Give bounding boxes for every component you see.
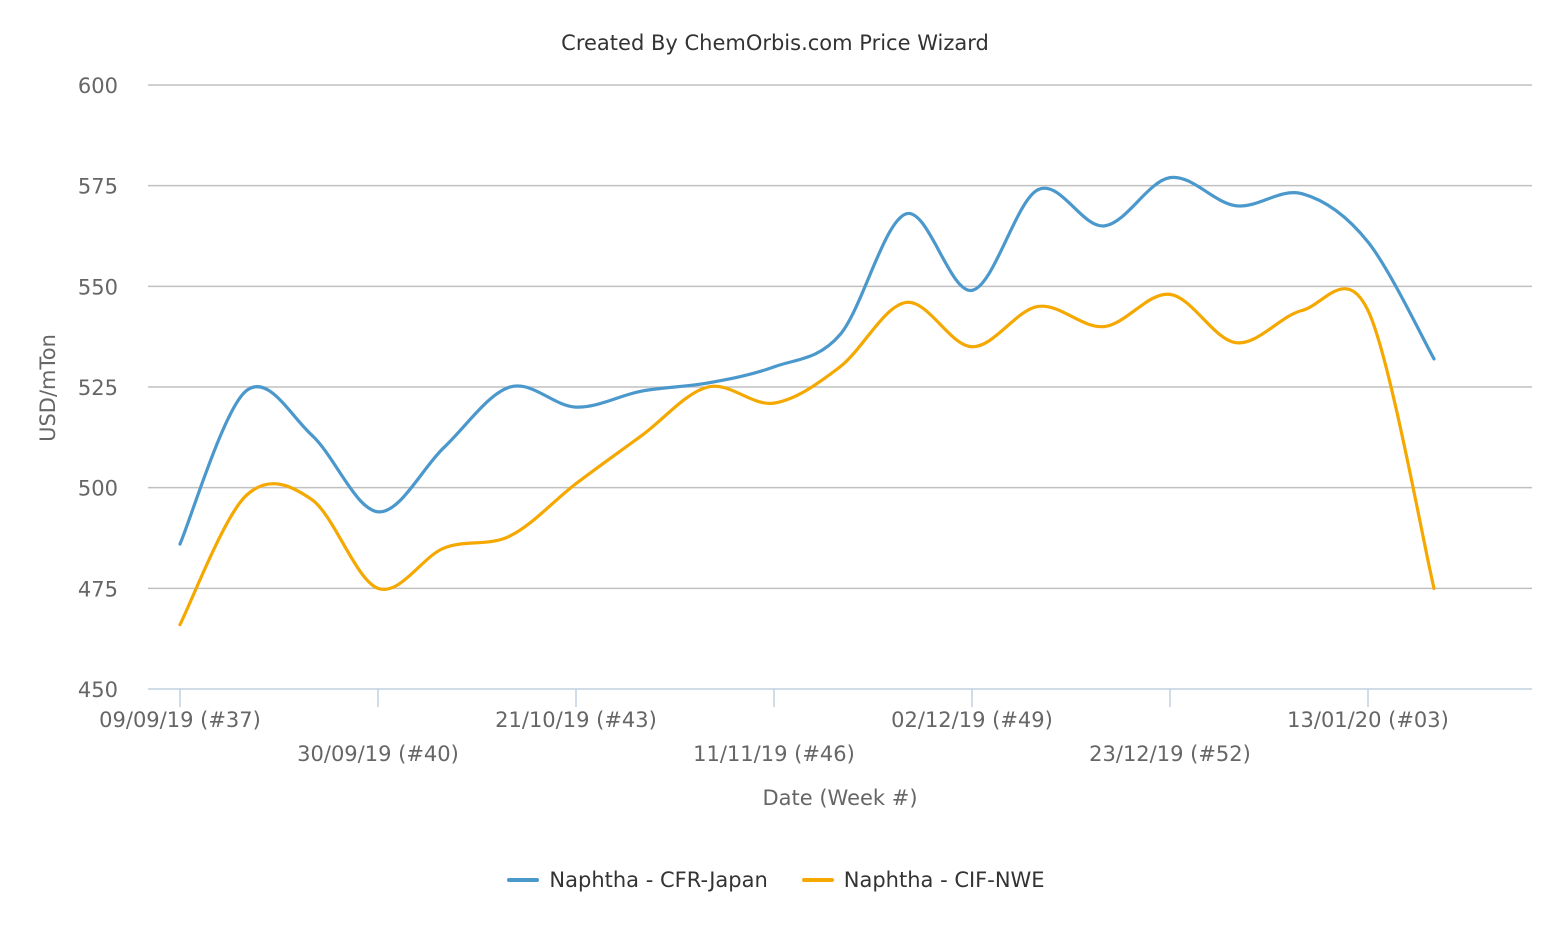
data-point	[1102, 325, 1106, 329]
chart-title: Created By ChemOrbis.com Price Wizard	[561, 31, 989, 55]
data-point	[706, 385, 710, 389]
y-tick-label: 500	[78, 477, 118, 501]
data-point	[1234, 341, 1238, 345]
y-tick-label: 575	[78, 175, 118, 199]
data-point	[508, 385, 512, 389]
data-point	[508, 534, 512, 538]
series-line-cfr-japan	[178, 176, 1436, 546]
data-point	[1366, 240, 1370, 244]
data-point	[640, 433, 644, 437]
data-point	[310, 433, 314, 437]
x-tick-label: 11/11/19 (#46)	[693, 742, 855, 766]
x-axis-title: Date (Week #)	[762, 786, 917, 810]
data-point	[1432, 586, 1436, 590]
data-point	[1300, 308, 1304, 312]
series	[178, 176, 1436, 627]
data-point	[1102, 224, 1106, 228]
data-point	[838, 365, 842, 369]
legend-swatch-cfr-japan	[507, 878, 540, 882]
data-point	[772, 401, 776, 405]
data-point	[376, 510, 380, 514]
data-point	[1036, 304, 1040, 308]
y-tick-label: 475	[78, 577, 118, 601]
data-point	[1036, 188, 1040, 192]
legend-label-cfr-japan: Naphtha - CFR-Japan	[549, 868, 768, 892]
data-point	[178, 542, 182, 546]
legend-item-cif-nwe[interactable]: Naphtha - CIF-NWE	[801, 868, 1045, 892]
y-tick-label: 600	[78, 74, 118, 98]
data-point	[178, 623, 182, 627]
data-point	[772, 365, 776, 369]
data-point	[244, 389, 248, 393]
data-point	[1168, 292, 1172, 296]
data-point	[1432, 357, 1436, 361]
data-point	[574, 482, 578, 486]
series-group	[178, 287, 1436, 627]
data-point	[442, 546, 446, 550]
y-tick-label: 450	[78, 678, 118, 702]
x-tick-label: 13/01/20 (#03)	[1287, 708, 1449, 732]
data-point	[838, 333, 842, 337]
data-point	[1234, 204, 1238, 208]
x-tick-label: 02/12/19 (#49)	[891, 708, 1053, 732]
grid	[148, 84, 1532, 590]
legend-label-cif-nwe: Naphtha - CIF-NWE	[843, 868, 1045, 892]
data-point	[310, 498, 314, 502]
x-tick-label: 30/09/19 (#40)	[297, 742, 459, 766]
data-point	[376, 586, 380, 590]
data-point	[970, 345, 974, 349]
data-point	[244, 494, 248, 498]
data-point	[640, 389, 644, 393]
data-point	[1300, 192, 1304, 196]
data-point	[574, 405, 578, 409]
y-tick-label: 525	[78, 376, 118, 400]
y-tick-label: 550	[78, 275, 118, 299]
y-axis-title: USD/mTon	[36, 334, 60, 442]
legend-item-cfr-japan[interactable]: Naphtha - CFR-Japan	[507, 868, 768, 892]
legend-swatch-cif-nwe	[801, 878, 834, 882]
data-point	[904, 212, 908, 216]
legend: Naphtha - CFR-Japan Naphtha - CIF-NWE	[0, 868, 1552, 892]
x-tick-label: 23/12/19 (#52)	[1089, 742, 1251, 766]
x-axis: 09/09/19 (#37) 30/09/19 (#40) 21/10/19 (#4…	[99, 688, 1532, 766]
y-axis: 450 475 500 525 550 575 600	[78, 74, 118, 702]
data-point	[706, 381, 710, 385]
data-point	[1366, 308, 1370, 312]
data-point	[1168, 176, 1172, 180]
line-chart: Created By ChemOrbis.com Price Wizard 45…	[36, 31, 1532, 810]
x-tick-label: 09/09/19 (#37)	[99, 708, 261, 732]
series-line-cif-nwe	[178, 287, 1436, 627]
data-point	[970, 288, 974, 292]
data-point	[442, 445, 446, 449]
data-point	[904, 300, 908, 304]
x-tick-label: 21/10/19 (#43)	[495, 708, 657, 732]
series-group	[178, 176, 1436, 546]
